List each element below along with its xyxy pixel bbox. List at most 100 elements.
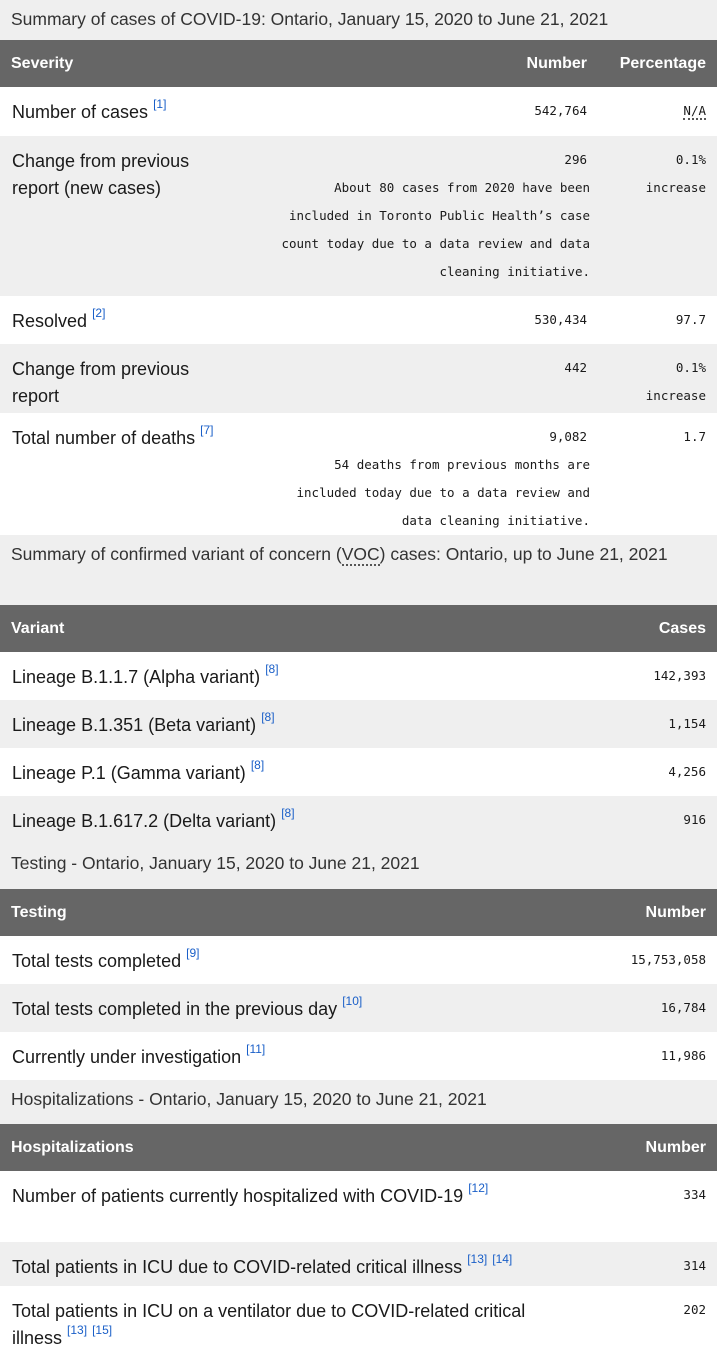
percentage-cell[interactable]: N/A	[598, 87, 717, 136]
number-value: 15,753,058	[630, 952, 706, 967]
row-label-text: Total patients in ICU due to COVID-relat…	[12, 1257, 463, 1277]
number-cell: 1,154	[560, 700, 717, 748]
row-label-text: Total patients in ICU on a ventilator du…	[12, 1301, 526, 1348]
row-label: Lineage B.1.351 (Beta variant) [8]	[0, 700, 560, 748]
row-label: Total tests completed in the previous da…	[0, 984, 560, 1032]
number-cell: 15,753,058	[560, 936, 717, 984]
number-cell: 296 About 80 cases from 2020 have been in…	[281, 136, 598, 296]
number-value: 542,764	[534, 103, 587, 118]
column-header-severity: Severity	[0, 40, 480, 87]
reference-link[interactable]: [14]	[492, 1252, 513, 1266]
table-row: Lineage B.1.351 (Beta variant) [8] 1,154	[0, 700, 717, 748]
reference-link[interactable]: [8]	[281, 806, 295, 820]
row-label: Lineage B.1.617.2 (Delta variant) [8]	[0, 796, 560, 844]
row-label-text: Change from previous report (new cases)	[12, 151, 190, 198]
row-label: Total tests completed [9]	[0, 936, 560, 984]
not-applicable-abbreviation[interactable]: N/A	[683, 103, 706, 120]
reference-link[interactable]: [8]	[261, 710, 275, 724]
reference-link[interactable]: [2]	[92, 306, 106, 320]
row-label: Resolved [2]	[0, 296, 480, 344]
row-label-text: Number of cases	[12, 102, 149, 122]
number-cell: 542,764	[480, 87, 598, 136]
voc-abbreviation[interactable]: VOC	[341, 544, 380, 566]
column-header-number: Number	[560, 1124, 717, 1171]
reference-link[interactable]: [12]	[468, 1181, 489, 1195]
number-note: About 80 cases from 2020 have been inclu…	[281, 180, 590, 279]
row-label-text: Total number of deaths	[12, 428, 196, 448]
header-row: Severity Number Percentage	[0, 40, 717, 87]
header-row: Variant Cases	[0, 605, 717, 652]
table-row: Number of cases [1] 542,764 N/A	[0, 87, 717, 136]
column-header-testing: Testing	[0, 889, 560, 936]
table-row: Number of patients currently hospitalize…	[0, 1171, 717, 1242]
row-label: Total patients in ICU on a ventilator du…	[0, 1286, 560, 1352]
table-row: Change from previous report 442 0.1% incre…	[0, 344, 717, 413]
column-header-percentage: Percentage	[598, 40, 717, 87]
row-label: Number of cases [1]	[0, 87, 480, 136]
reference-link[interactable]: [10]	[342, 994, 363, 1008]
row-label-text: Lineage B.1.617.2 (Delta variant)	[12, 811, 277, 831]
reference-link[interactable]: [9]	[186, 946, 200, 960]
row-label: Currently under investigation [11]	[0, 1032, 560, 1080]
reference-link[interactable]: [1]	[153, 97, 167, 111]
number-cell: 142,393	[560, 652, 717, 700]
row-label-text: Lineage P.1 (Gamma variant)	[12, 763, 246, 783]
row-label: Change from previous report (new cases)	[0, 136, 480, 296]
percentage-cell: 0.1% increase	[598, 136, 717, 296]
data-table: Testing Number Total tests completed [9] 15…	[0, 889, 717, 1080]
table-row: Total number of deaths [7] 9,082 54 deaths…	[0, 413, 717, 535]
number-value: 916	[683, 812, 706, 827]
percentage-value: 97.7	[675, 312, 706, 327]
row-label-text: Resolved	[12, 311, 88, 331]
number-value: 314	[683, 1258, 706, 1273]
row-label: Lineage P.1 (Gamma variant) [8]	[0, 748, 560, 796]
number-cell: 11,986	[560, 1032, 717, 1080]
table-row: Total tests completed in the previous da…	[0, 984, 717, 1032]
row-label-text: Lineage B.1.1.7 (Alpha variant)	[12, 667, 261, 687]
number-value: 9,082	[549, 429, 587, 444]
column-header-number: Number	[480, 40, 598, 87]
number-value: 142,393	[653, 668, 706, 683]
data-table: Severity Number Percentage Number of cases …	[0, 40, 717, 535]
reference-link[interactable]: [7]	[200, 423, 214, 437]
row-label-text: Lineage B.1.351 (Beta variant)	[12, 715, 257, 735]
row-label-text: Total tests completed	[12, 951, 182, 971]
reference-link[interactable]: [11]	[246, 1042, 266, 1056]
table-row: Total tests completed [9] 15,753,058	[0, 936, 717, 984]
number-cell: 314	[560, 1242, 717, 1286]
reference-link[interactable]: [13]	[467, 1252, 488, 1266]
reference-link[interactable]: [15]	[92, 1323, 113, 1337]
number-value: 1,154	[668, 716, 706, 731]
row-label: Lineage B.1.1.7 (Alpha variant) [8]	[0, 652, 560, 700]
table-caption: Hospitalizations - Ontario, January 15, …	[0, 1080, 717, 1124]
table-row: Total patients in ICU due to COVID-relat…	[0, 1242, 717, 1286]
row-label-text: Change from previous report	[12, 359, 190, 406]
header-row: Testing Number	[0, 889, 717, 936]
percentage-cell: 0.1% increase	[598, 344, 717, 413]
row-label: Total number of deaths [7]	[0, 413, 480, 535]
row-label-text: Currently under investigation	[12, 1047, 242, 1067]
table-row: Change from previous report (new cases) 2…	[0, 136, 717, 296]
number-value: 334	[683, 1187, 706, 1202]
column-header-number: Number	[560, 889, 717, 936]
number-note: 54 deaths from previous months are inclu…	[296, 457, 591, 528]
number-cell: 4,256	[560, 748, 717, 796]
reference-link[interactable]: [8]	[265, 662, 279, 676]
percentage-cell: 97.7	[598, 296, 717, 344]
number-cell: 442	[480, 344, 598, 413]
column-header-variant: Variant	[0, 605, 560, 652]
row-label: Total patients in ICU due to COVID-relat…	[0, 1242, 560, 1286]
number-cell: 16,784	[560, 984, 717, 1032]
reference-link[interactable]: [13]	[67, 1323, 88, 1337]
data-table: Variant Cases Lineage B.1.1.7 (Alpha varia…	[0, 605, 717, 844]
data-table: Hospitalizations Number Number of patients…	[0, 1124, 717, 1352]
column-header-cases: Cases	[560, 605, 717, 652]
reference-link[interactable]: [8]	[250, 758, 265, 772]
number-value: 4,256	[668, 764, 706, 779]
number-value: 442	[564, 360, 587, 375]
table-caption: Testing - Ontario, January 15, 2020 to J…	[0, 844, 717, 889]
percentage-value: 0.1% increase	[645, 360, 706, 403]
number-cell: 334	[560, 1171, 717, 1242]
percentage-value: 0.1% increase	[645, 152, 706, 195]
row-label: Change from previous report	[0, 344, 480, 413]
